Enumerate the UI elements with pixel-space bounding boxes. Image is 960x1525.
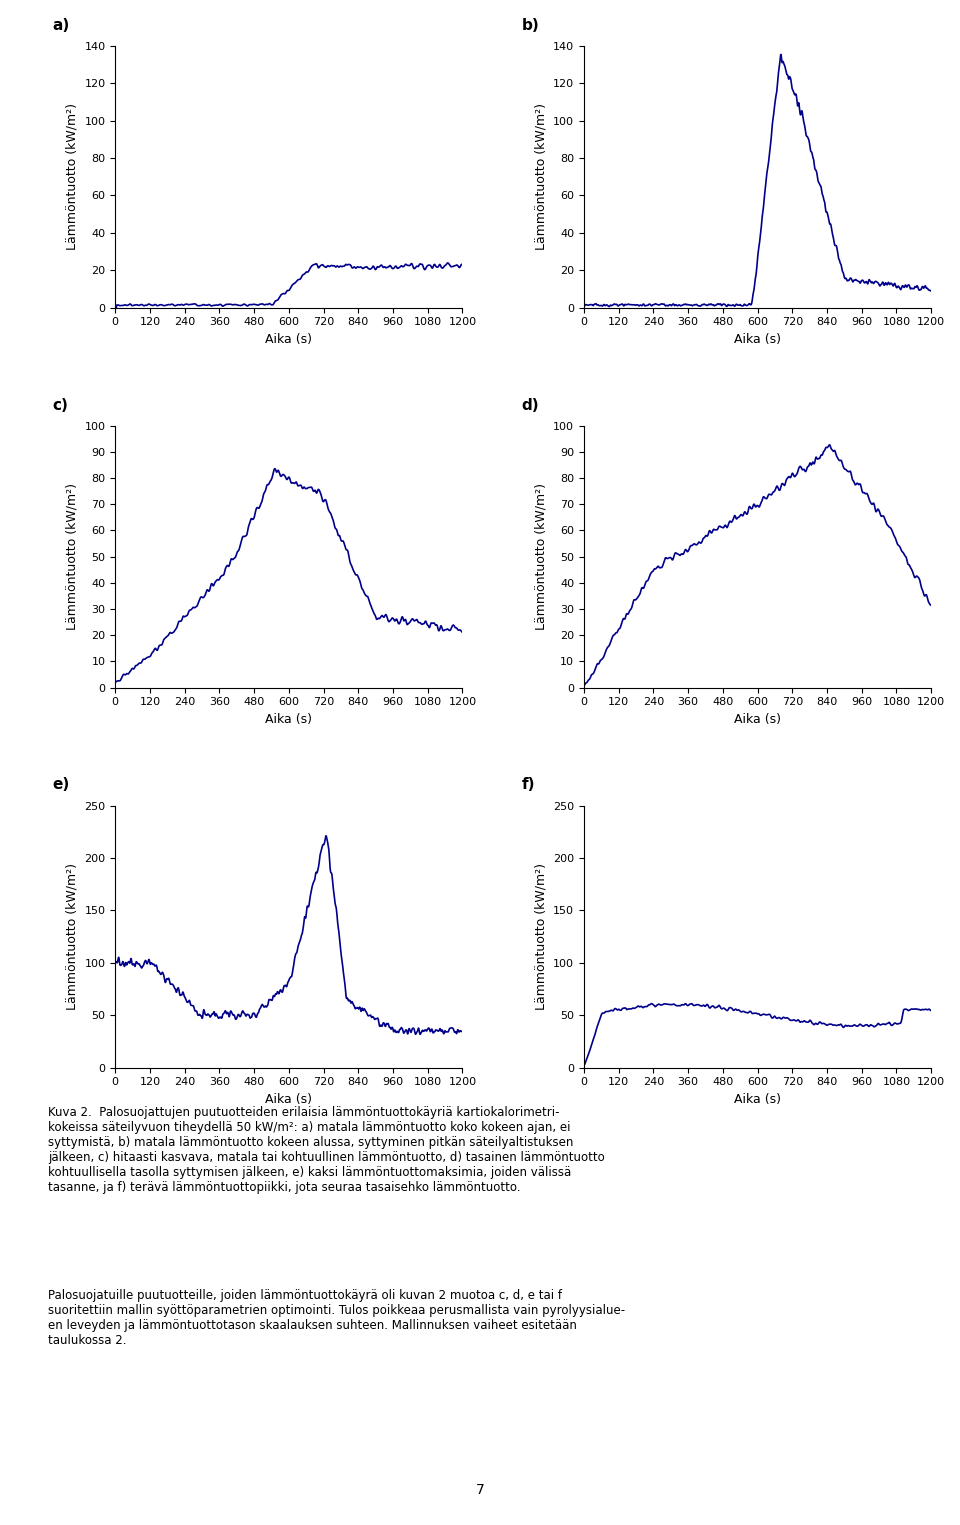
X-axis label: Aika (s): Aika (s) <box>734 712 781 726</box>
Text: c): c) <box>53 398 68 413</box>
Text: e): e) <box>53 778 70 793</box>
Y-axis label: Lämmöntuotto (kW/m²): Lämmöntuotto (kW/m²) <box>535 104 547 250</box>
Text: d): d) <box>521 398 540 413</box>
Y-axis label: Lämmöntuotto (kW/m²): Lämmöntuotto (kW/m²) <box>66 483 79 630</box>
Y-axis label: Lämmöntuotto (kW/m²): Lämmöntuotto (kW/m²) <box>66 104 79 250</box>
X-axis label: Aika (s): Aika (s) <box>265 712 312 726</box>
Y-axis label: Lämmöntuotto (kW/m²): Lämmöntuotto (kW/m²) <box>66 863 79 1010</box>
Text: f): f) <box>521 778 535 793</box>
Text: Kuva 2.  Palosuojattujen puutuotteiden erilaisia lämmöntuottokäyriä kartiokalori: Kuva 2. Palosuojattujen puutuotteiden er… <box>48 1106 605 1194</box>
Text: Palosuojatuille puutuotteille, joiden lämmöntuottokäyrä oli kuvan 2 muotoa c, d,: Palosuojatuille puutuotteille, joiden lä… <box>48 1289 625 1347</box>
Text: b): b) <box>521 18 540 32</box>
X-axis label: Aika (s): Aika (s) <box>265 332 312 346</box>
Text: a): a) <box>53 18 70 32</box>
X-axis label: Aika (s): Aika (s) <box>265 1093 312 1106</box>
Text: 7: 7 <box>475 1484 485 1498</box>
Y-axis label: Lämmöntuotto (kW/m²): Lämmöntuotto (kW/m²) <box>535 483 548 630</box>
X-axis label: Aika (s): Aika (s) <box>734 332 781 346</box>
X-axis label: Aika (s): Aika (s) <box>734 1093 781 1106</box>
Y-axis label: Lämmöntuotto (kW/m²): Lämmöntuotto (kW/m²) <box>535 863 547 1010</box>
